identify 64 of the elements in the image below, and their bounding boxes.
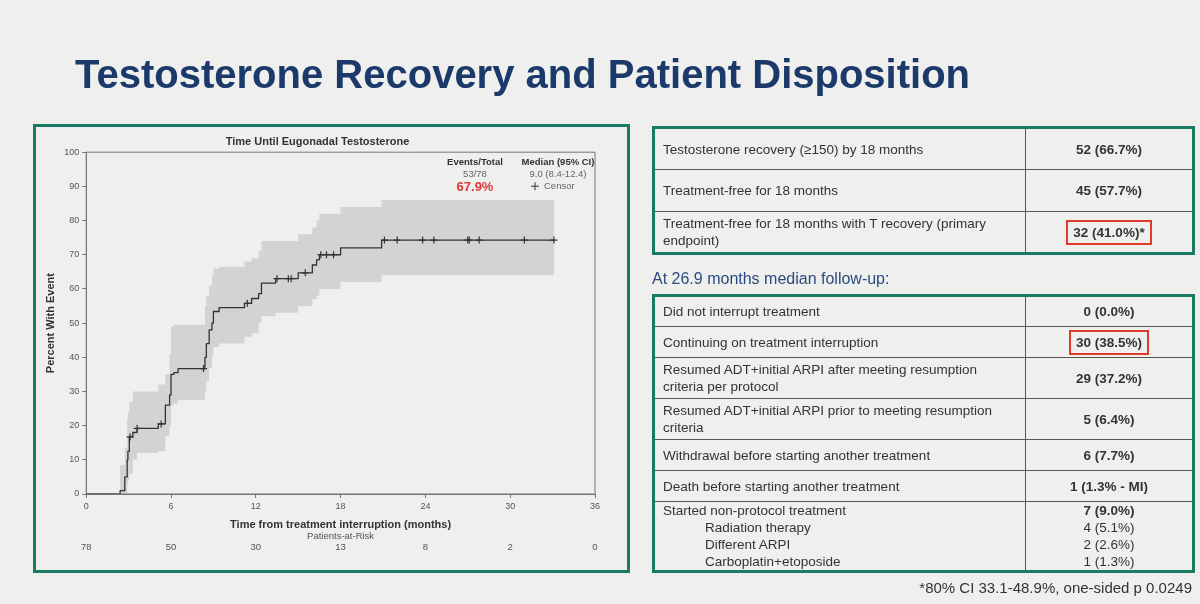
text: 6 (7.7%) [1025,439,1194,471]
text: 29 (37.2%) [1025,357,1194,399]
text: 13 [335,540,346,552]
y-axis-title: Percent With Event [43,272,56,374]
x-axis-title: Time from treatment interruption (months) [230,518,452,531]
text: 52 (66.7%) [1025,127,1194,170]
x-tick-label: 18 [335,500,346,511]
y-tick-label: 30 [69,385,80,396]
text: *80% CI 33.1-48.9%, one-sided p 0.0249 [919,579,1192,596]
x-tick-label: 6 [168,500,174,511]
y-tick-label: 70 [69,249,80,260]
text: 45 (57.7%) [1025,169,1194,212]
legend-label: Censor [544,179,575,191]
x-tick-label: 0 [83,500,89,511]
text: 1 (1.3% - MI) [1025,470,1194,502]
y-tick-label: 100 [64,146,80,157]
text: 1 (1.3%) [1025,553,1194,572]
text: Treatment-free for 18 months with T recovery (primary endpoint) [653,211,1026,254]
text: Resumed ADT+initial ARPI prior to meeting resumption criteria [653,398,1026,440]
chart-subtitle: Time Until Eugonadal Testosterone [225,134,410,147]
y-tick-label: 10 [69,454,80,465]
annotation: 9.0 (8.4-12.4) [529,167,587,179]
text: 50 [165,540,177,552]
y-tick-label: 20 [69,420,80,431]
chart-title: Testosterone Recovery and Patient Disposition [75,52,971,97]
text: Death before starting another treatment [653,470,1026,502]
outline-box: 32 (41.0%)* [1066,219,1152,245]
text: 7 (9.0%) [1025,501,1194,519]
y-tick-label: 80 [69,215,80,226]
y-tick-label: 0 [74,488,80,499]
text: 78 [80,540,92,552]
text: Started non-protocol treatment [653,501,1026,519]
text: Carboplatin+etoposide [653,553,1026,572]
text: Radiation therapy [653,519,1026,536]
text: 2 (2.6%) [1025,536,1194,553]
text: Continuing on treatment interruption [653,326,1026,358]
text: Withdrawal before starting another treatment [653,439,1026,471]
x-tick-label: 30 [505,500,516,511]
text: At 26.9 months median follow-up: [652,270,890,288]
x-tick-label: 24 [420,500,431,511]
text: Resumed ADT+initial ARPI after meeting resumption criteria per protocol [653,357,1026,399]
text: 2 [507,540,513,552]
text: 4 (5.1%) [1025,519,1194,536]
text: Patients-at-Risk [307,529,375,541]
text: 0 (0.0%) [1025,295,1194,327]
text: 8 [422,540,429,552]
text: Did not interrupt treatment [653,295,1026,327]
text: Treatment-free for 18 months [653,169,1026,212]
outline-box: 30 (38.5%) [1068,329,1149,355]
y-tick-label: 50 [69,317,80,328]
text: 5 (6.4%) [1025,398,1194,440]
annotation: 67.9% [456,178,494,194]
x-tick-label: 36 [589,500,601,511]
text: Different ARPI [653,536,1026,553]
x-tick-label: 12 [250,500,261,511]
annotation: 53/78 [463,167,487,179]
text: Testosterone recovery (≥150) by 18 months [653,127,1026,170]
y-tick-label: 60 [69,283,80,294]
annotation: Median (95% CI) [521,155,595,167]
text: 0 [592,540,598,552]
text: 30 [250,540,262,552]
annotation: Events/Total [447,155,503,167]
y-tick-label: 90 [69,180,80,191]
y-tick-label: 40 [69,351,80,362]
